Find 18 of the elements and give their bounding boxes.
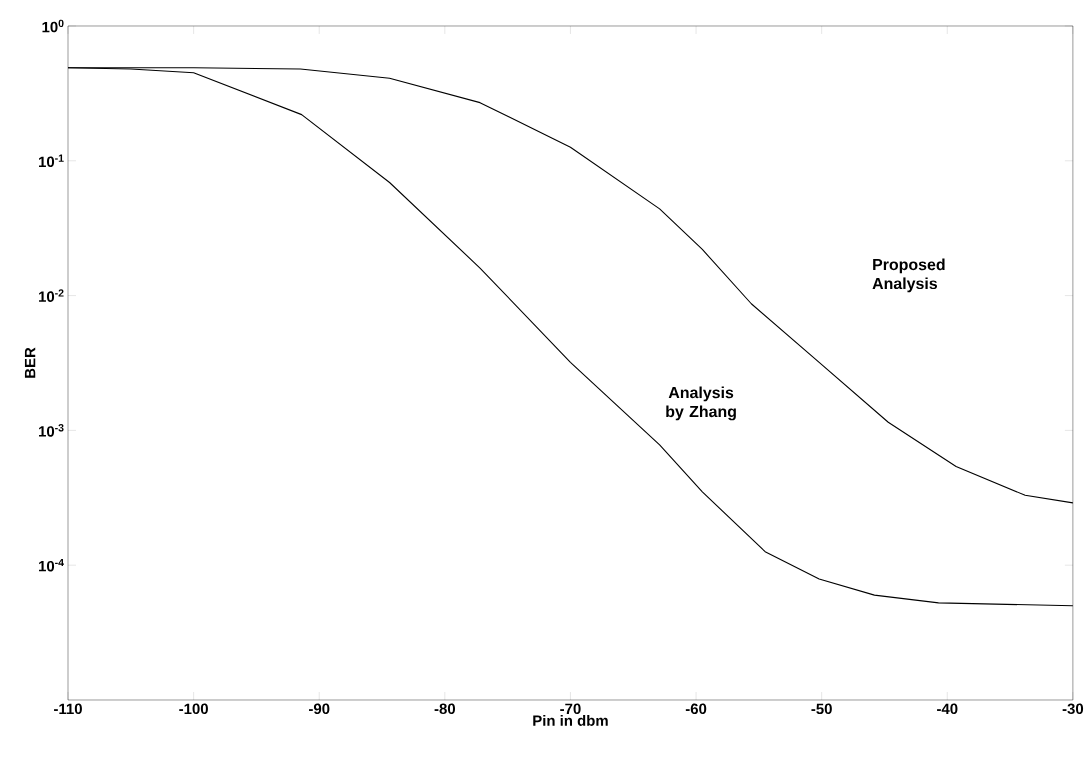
y-tick-label: 10$^{-1}$ [39, 154, 64, 168]
annotation: Proposed Analysis [872, 258, 945, 293]
annotation: Analysis by Zhang [666, 386, 736, 421]
y-tick-label: 10$^{-3}$ [39, 424, 64, 437]
y-tick-label: 10$^{0}$ [42, 19, 64, 33]
y-tick-label: 10$^{-4}$ [39, 558, 64, 572]
x-tick-label: -70 [560, 703, 581, 715]
x-tick-label: -110 [54, 703, 82, 715]
y-tick-label: 10$^{-2}$ [39, 289, 64, 302]
x-tick-label: -50 [811, 703, 832, 715]
x-tick-label: -30 [1062, 703, 1084, 715]
x-axis-title: Pin in dbm [533, 714, 608, 726]
x-tick-label: -90 [309, 703, 330, 715]
y-axis-title: BER [24, 347, 36, 378]
x-tick-label: -60 [685, 703, 707, 715]
x-tick-label: -100 [179, 703, 208, 715]
x-tick-label: -80 [434, 703, 456, 715]
x-tick-label: -40 [937, 703, 958, 715]
